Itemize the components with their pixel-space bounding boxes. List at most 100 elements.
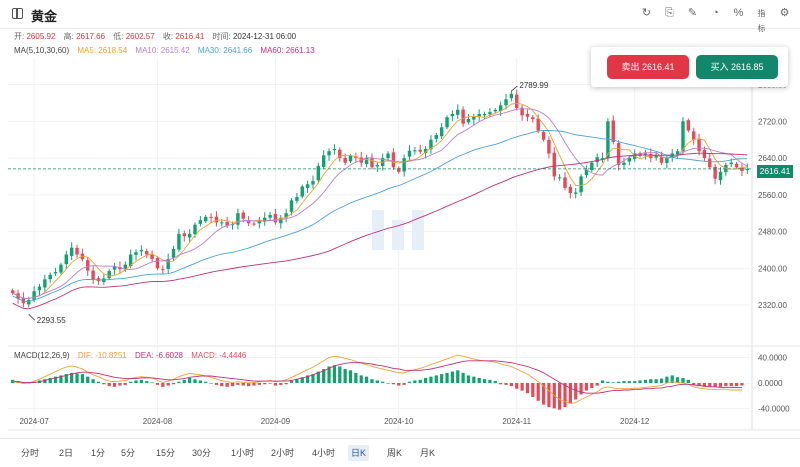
period-4[interactable]: 15分 bbox=[156, 448, 176, 458]
candle-body bbox=[708, 158, 712, 168]
macd-bar bbox=[515, 383, 519, 389]
candle-body bbox=[423, 148, 428, 154]
sidebar-toggle-icon[interactable] bbox=[12, 8, 23, 19]
macd-bar bbox=[70, 372, 74, 383]
candle-body bbox=[327, 151, 331, 156]
candle-body bbox=[515, 94, 519, 109]
macd-bar bbox=[568, 383, 572, 404]
candlestick-chart[interactable]: 2800.002720.002640.002560.002480.002400.… bbox=[0, 28, 800, 438]
period-10[interactable]: 周K bbox=[387, 448, 403, 458]
candle-body bbox=[584, 169, 589, 176]
candle-body bbox=[338, 149, 342, 159]
macd-bar bbox=[611, 382, 615, 383]
macd-bar bbox=[279, 383, 283, 385]
macd-readout: MACD(12,26,9) DIF: -10.8251 DEA: -6.6028… bbox=[14, 351, 252, 360]
candle-body bbox=[69, 247, 74, 256]
macd-bar bbox=[547, 383, 551, 408]
period-8[interactable]: 4小时 bbox=[312, 448, 336, 458]
pie-icon[interactable]: ◔ bbox=[712, 7, 719, 19]
macd-bar bbox=[263, 383, 267, 385]
candle-body bbox=[150, 254, 154, 260]
candle-body bbox=[547, 139, 551, 154]
macd-bar bbox=[499, 383, 503, 385]
open-label: 开: bbox=[14, 32, 25, 41]
period-11[interactable]: 月K bbox=[420, 448, 436, 458]
macd-bar bbox=[584, 383, 589, 391]
candle-body bbox=[622, 162, 626, 165]
macd-bar bbox=[708, 383, 712, 387]
candle-body bbox=[740, 167, 744, 171]
dif-line bbox=[12, 354, 742, 404]
candle-body bbox=[305, 184, 310, 188]
settings-icon[interactable]: ⚙ bbox=[779, 7, 790, 19]
high-marker bbox=[511, 85, 518, 92]
ma30-line bbox=[12, 130, 748, 302]
candle-body bbox=[509, 93, 514, 99]
macd-bar bbox=[96, 381, 101, 383]
macd-bar bbox=[488, 379, 492, 383]
period-2[interactable]: 1分 bbox=[91, 448, 106, 458]
candle-body bbox=[493, 109, 498, 112]
macd-bar bbox=[295, 379, 299, 383]
macd-bar bbox=[107, 383, 111, 387]
macd-bar bbox=[273, 383, 278, 386]
candle-body bbox=[702, 149, 707, 159]
candle-body bbox=[595, 157, 599, 163]
ma60-value: MA60: 2661.13 bbox=[260, 46, 315, 55]
period-3[interactable]: 5分 bbox=[121, 448, 136, 458]
macd-bar bbox=[150, 382, 154, 383]
sell-button[interactable]: 卖出 2616.41 bbox=[607, 55, 689, 79]
period-1[interactable]: 2日 bbox=[59, 448, 74, 458]
ohlc-readout: 开: 2605.92 高: 2617.66 低: 2602.57 收: 2616… bbox=[14, 31, 302, 42]
instrument-title: 黄金 bbox=[31, 9, 58, 24]
candle-body bbox=[590, 162, 594, 171]
candle-body bbox=[332, 148, 337, 151]
candle-body bbox=[579, 176, 583, 193]
macd-bar bbox=[702, 383, 707, 387]
draw-icon[interactable]: ✎ bbox=[687, 7, 698, 19]
ma10-value: MA10: 2615.42 bbox=[135, 46, 190, 55]
macd-bar bbox=[306, 375, 310, 383]
macd-bar bbox=[590, 383, 594, 389]
macd-bar bbox=[375, 380, 379, 383]
buy-button[interactable]: 买入 2616.85 bbox=[696, 55, 778, 79]
percent-icon[interactable]: % bbox=[733, 7, 744, 19]
current-price-label: 2616.41 bbox=[757, 165, 793, 178]
period-5[interactable]: 30分 bbox=[192, 448, 212, 458]
candle-body bbox=[574, 192, 578, 194]
ma5-line bbox=[12, 102, 748, 300]
macd-bar bbox=[252, 383, 256, 386]
macd-bar bbox=[43, 379, 47, 383]
candle-body bbox=[718, 171, 723, 181]
candle-body bbox=[343, 157, 347, 163]
edit-icon[interactable]: ⎘ bbox=[665, 7, 674, 19]
candle-body bbox=[520, 107, 524, 116]
period-9[interactable]: 日K bbox=[348, 445, 370, 461]
indicator-icon[interactable]: 指标 bbox=[757, 9, 766, 33]
candle-body bbox=[375, 164, 380, 167]
candle-body bbox=[600, 158, 605, 160]
period-6[interactable]: 1小时 bbox=[231, 448, 255, 458]
candle-body bbox=[536, 118, 540, 131]
macd-bar bbox=[247, 383, 251, 387]
candle-body bbox=[155, 258, 160, 269]
candle-body bbox=[177, 233, 181, 250]
low-annotation: 2293.55 bbox=[37, 316, 66, 325]
time-value: 2024-12-31 06:00 bbox=[232, 32, 297, 41]
macd-bar bbox=[134, 380, 138, 383]
period-0[interactable]: 分时 bbox=[21, 448, 40, 458]
candle-body bbox=[498, 105, 503, 111]
macd-bar bbox=[402, 383, 406, 385]
macd-bar bbox=[118, 383, 122, 386]
candle-body bbox=[279, 217, 283, 224]
candle-body bbox=[64, 254, 69, 265]
refresh-icon[interactable]: ↻ bbox=[641, 7, 652, 19]
macd-bar bbox=[606, 381, 610, 383]
macd-bar bbox=[724, 383, 728, 387]
candle-body bbox=[391, 152, 396, 168]
period-7[interactable]: 2小时 bbox=[271, 448, 295, 458]
macd-bar bbox=[697, 383, 701, 387]
candle-body bbox=[456, 109, 460, 115]
macd-bar bbox=[633, 381, 637, 383]
candle-body bbox=[182, 233, 186, 237]
